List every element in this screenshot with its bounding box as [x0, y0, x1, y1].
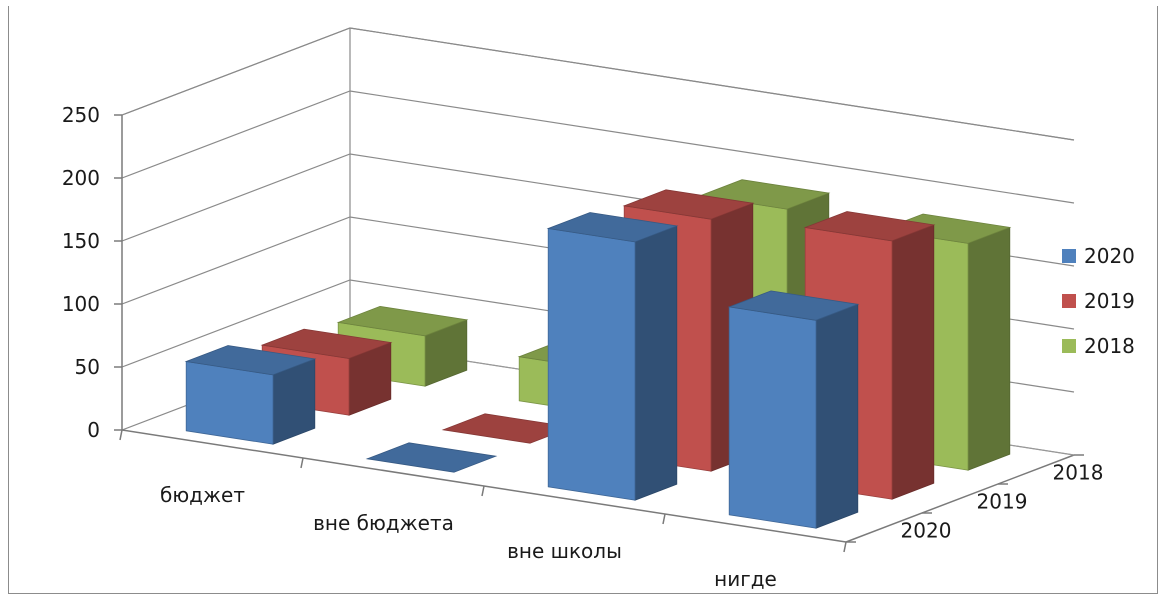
y-tick-label: 50 [75, 355, 100, 379]
bar-side [891, 224, 935, 500]
depth-axis-labels: 2018 2019 2020 [846, 454, 1104, 543]
x-tick-mark [119, 429, 123, 441]
bar-top [184, 345, 317, 376]
legend-swatch [1062, 294, 1076, 308]
x-category-label: вне бюджета [313, 511, 454, 535]
x-axis-category-labels: бюджет вне бюджета вне школы нигде [119, 429, 847, 591]
bar [365, 442, 498, 473]
bar [727, 290, 860, 529]
bar-side [815, 303, 859, 529]
legend: 2020 2019 2018 [1062, 244, 1135, 358]
bar-top [698, 179, 831, 210]
bar-top [546, 212, 679, 243]
bar-side [967, 226, 1011, 471]
bar-top [803, 211, 936, 242]
bar-top [622, 189, 755, 220]
chart-frame [8, 6, 1158, 594]
x-tick-mark [300, 457, 304, 469]
legend-swatch [1062, 249, 1076, 263]
bar-top [365, 442, 498, 473]
y-tick-label: 200 [62, 166, 100, 190]
bar-front [185, 361, 274, 445]
x-category-label: нигде [714, 567, 777, 591]
depth-label: 2018 [1053, 461, 1104, 485]
bars [184, 179, 1012, 529]
x-tick-mark [843, 541, 847, 553]
bar [184, 345, 317, 445]
bar-front [547, 228, 636, 501]
bar-front [728, 306, 817, 529]
y-tick-label: 150 [62, 229, 100, 253]
x-category-label: вне школы [507, 539, 622, 563]
depth-label: 2019 [977, 490, 1028, 514]
bar-top [260, 328, 393, 359]
legend-swatch [1062, 339, 1076, 353]
gridline [121, 27, 1075, 141]
y-tick-label: 250 [62, 103, 100, 127]
depth-label: 2020 [901, 519, 952, 543]
bar [546, 212, 679, 501]
y-tick-label: 100 [62, 292, 100, 316]
bar-top [336, 305, 469, 337]
legend-label: 2018 [1084, 334, 1135, 358]
gridline [121, 90, 1075, 204]
depth-axis-line [845, 454, 1075, 543]
y-axis-tick-labels: 0 50 100 150 200 250 [62, 103, 122, 442]
y-tick-label: 0 [87, 418, 100, 442]
bar-top [727, 290, 860, 321]
x-tick-mark [481, 485, 485, 497]
legend-label: 2020 [1084, 244, 1135, 268]
legend-label: 2019 [1084, 289, 1135, 313]
x-tick-mark [662, 513, 666, 525]
bar-side [634, 225, 678, 501]
x-category-label: бюджет [160, 483, 245, 507]
